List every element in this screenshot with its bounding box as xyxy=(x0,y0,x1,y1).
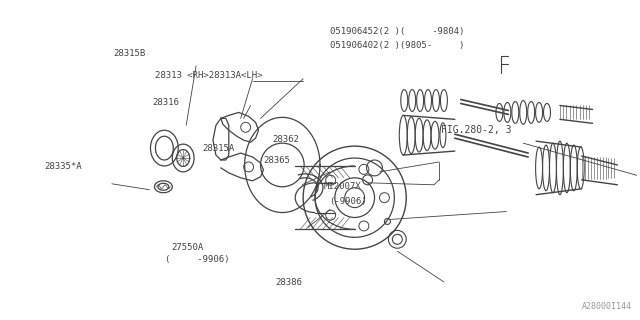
Text: 27550A: 27550A xyxy=(171,243,203,252)
Text: 28335*A: 28335*A xyxy=(44,162,82,171)
Text: 28386: 28386 xyxy=(276,278,303,287)
Text: 051906452(2 )(     -9804): 051906452(2 )( -9804) xyxy=(330,27,464,36)
Text: 28315A: 28315A xyxy=(203,144,235,153)
Text: 28313 <RH>28313A<LH>: 28313 <RH>28313A<LH> xyxy=(155,71,262,80)
Text: MI2007X: MI2007X xyxy=(323,182,361,191)
Text: (-9906): (-9906) xyxy=(330,197,367,206)
Text: 051906402(2 )(9805-     ): 051906402(2 )(9805- ) xyxy=(330,41,464,50)
Text: 28365: 28365 xyxy=(263,156,290,164)
Text: 28316: 28316 xyxy=(152,99,179,108)
Text: A28000I144: A28000I144 xyxy=(582,302,632,311)
Text: 28315B: 28315B xyxy=(114,49,146,58)
Text: (     -9906): ( -9906) xyxy=(164,255,229,264)
Text: FIG.280-2, 3: FIG.280-2, 3 xyxy=(440,125,511,135)
Text: 28362: 28362 xyxy=(273,135,300,144)
